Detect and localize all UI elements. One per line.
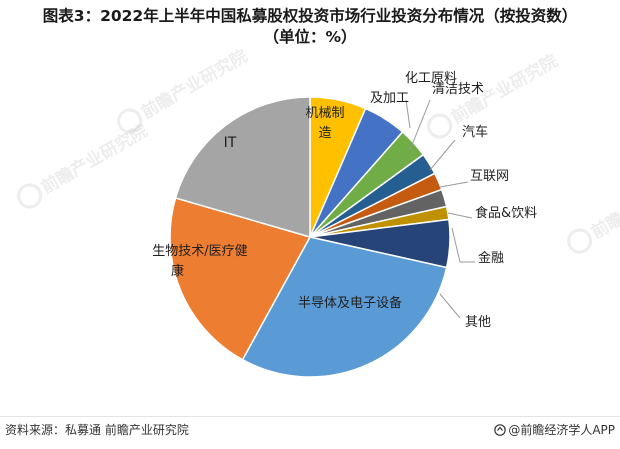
footer-divider: [0, 416, 620, 417]
brand-credit-text: @前瞻经济学人APP: [508, 423, 615, 437]
slice-label-其他: 其他: [465, 315, 491, 330]
slice-label-金融: 金融: [478, 250, 504, 266]
slice-label-互联网: 互联网: [470, 169, 509, 184]
slice-label-化工原料及加工: 化工原料及加工: [370, 71, 457, 106]
leader-line-清洁技术: [409, 99, 431, 151]
source-note: 资料来源：私募通 前瞻产业研究院: [5, 423, 189, 437]
slice-label-机械制造: 机械制造: [305, 106, 344, 141]
slice-label-半导体及电子设备: 半导体及电子设备: [298, 295, 402, 311]
brand-logo-icon: [494, 424, 507, 436]
brand-credit: @前瞻经济学人APP: [494, 421, 615, 438]
leader-line-互联网: [439, 181, 469, 188]
slice-label-生物技术-医疗健康: 生物技术/医疗健康: [152, 244, 247, 279]
pie-slice-IT: [174, 96, 311, 238]
slice-label-IT: IT: [224, 135, 237, 151]
chart-title-line-1: 图表3：2022年上半年中国私募股权投资市场行业投资分布情况（按投资数）: [42, 7, 578, 25]
slice-label-汽车: 汽车: [462, 124, 488, 140]
leader-line-食品-饮料: [447, 212, 473, 219]
leader-lines: [405, 99, 475, 319]
watermark-4: 前瞻产业研究院: [567, 165, 620, 254]
watermark-text: 前瞻产业研究院: [588, 165, 620, 243]
leader-line-化工原料及加工: [405, 99, 411, 129]
slice-label-清洁技术: 清洁技术: [432, 82, 484, 97]
chart-title-line-2: （单位：%）: [263, 28, 357, 46]
watermark-logo-icon: [117, 108, 143, 134]
leader-line-金融: [451, 227, 475, 263]
pie-slices: [169, 96, 451, 378]
pie-slice-半导体及电子设备: [241, 236, 448, 378]
watermark-text: 前瞻产业研究院: [138, 45, 252, 123]
watermark-logo-icon: [17, 183, 43, 209]
watermark-logo-icon: [567, 228, 593, 254]
leader-line-其他: [439, 293, 461, 319]
leader-line-汽车: [429, 139, 456, 171]
watermark-logo-icon: [427, 113, 453, 139]
slice-label-食品-饮料: 食品&饮料: [475, 205, 537, 221]
chart-title: 图表3：2022年上半年中国私募股权投资市场行业投资分布情况（按投资数） （单位…: [0, 6, 620, 48]
pie-slice-生物技术-医疗健康: [169, 197, 312, 361]
